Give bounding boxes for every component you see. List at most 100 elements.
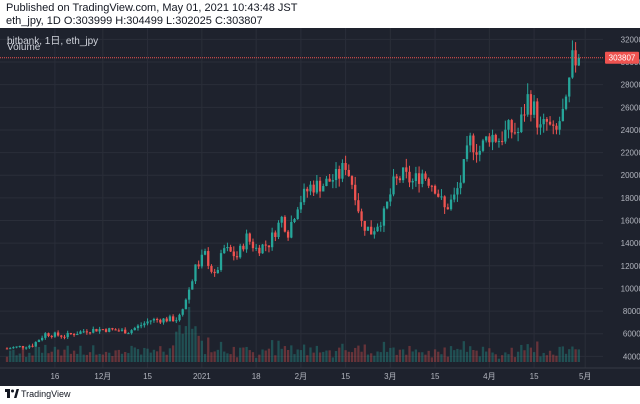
candle [207, 251, 210, 266]
volume-bar [245, 346, 248, 362]
candle [325, 178, 328, 186]
candle [203, 251, 207, 255]
volume-bar [216, 349, 219, 362]
candle [504, 129, 507, 142]
volume-bars [5, 307, 580, 362]
volume-bar [44, 344, 47, 362]
candle [363, 220, 366, 231]
y-tick-label: 120000 [621, 262, 640, 271]
volume-bar [488, 348, 491, 362]
x-tick-label: 12月 [94, 372, 111, 381]
volume-bar [159, 346, 162, 362]
chart-pane[interactable]: 40000 60000 80000 100000 120000 140000 160000 1… [0, 28, 640, 386]
volume-bar [140, 354, 143, 362]
candle [516, 132, 520, 134]
candle [478, 150, 481, 155]
candle [548, 121, 552, 125]
candle [88, 332, 92, 334]
volume-bar [338, 347, 341, 362]
volume-bar [95, 354, 98, 362]
brand-label: TradingView [21, 389, 71, 399]
volume-bar [283, 346, 287, 362]
volume-bar [127, 353, 130, 362]
candle [577, 57, 580, 66]
volume-bar [456, 348, 459, 362]
y-tick-label: 220000 [621, 149, 640, 158]
candle [258, 247, 261, 254]
candle [354, 184, 357, 201]
candle [15, 346, 18, 348]
candle [111, 328, 114, 330]
volume-bar [219, 341, 223, 362]
candle [124, 329, 127, 334]
candle [437, 193, 440, 197]
ohlc-summary: eth_jpy, 1D O:303999 H:304499 L:302025 C… [6, 15, 263, 27]
volume-bar [85, 354, 89, 362]
last-price-label: 303807 [609, 54, 636, 63]
footer: TradingView [0, 386, 640, 404]
volume-bar [124, 351, 127, 362]
volume-bar [571, 346, 574, 362]
candle [334, 168, 338, 181]
candle [331, 180, 334, 182]
candle [389, 194, 392, 202]
volume-bar [178, 325, 181, 362]
candle [92, 328, 95, 333]
volume-bar [28, 352, 31, 362]
volume-bar [200, 340, 204, 362]
candle [63, 336, 66, 338]
x-tick-label: 15 [431, 372, 440, 381]
candle [79, 331, 82, 334]
volume-bar [18, 353, 21, 362]
volume-bar [12, 349, 15, 362]
candle [360, 211, 363, 221]
volume-bar [542, 352, 545, 362]
candle [574, 50, 577, 66]
candle [104, 329, 108, 332]
volume-bar [360, 351, 363, 362]
candle [76, 333, 79, 336]
candle [443, 196, 446, 208]
volume-bar [242, 347, 245, 362]
candle [318, 180, 322, 192]
candle [446, 207, 449, 210]
volume-bar [117, 349, 120, 362]
candle [500, 141, 504, 143]
candle [513, 132, 517, 134]
candle [159, 319, 162, 323]
publish-info: Published on TradingView.com, May 01, 20… [6, 2, 298, 14]
x-tick-label: 5月 [579, 372, 591, 381]
volume-bar [152, 349, 156, 362]
candle [184, 299, 188, 310]
candle [494, 134, 497, 142]
candle [398, 178, 402, 181]
volume-bar [574, 349, 577, 362]
candle [485, 136, 488, 141]
candle [366, 226, 370, 231]
volume-bar [82, 354, 85, 362]
volume-bar [465, 351, 469, 362]
y-tick-label: 240000 [621, 126, 640, 135]
volume-bar [462, 341, 465, 362]
volume-bar [389, 347, 392, 362]
volume-bar [382, 341, 386, 362]
price-chart[interactable]: 40000 60000 80000 100000 120000 140000 160000 1… [0, 28, 640, 386]
candle [155, 319, 159, 321]
candle [47, 333, 50, 336]
candle [347, 169, 350, 177]
volume-bar [411, 351, 414, 362]
volume-bar [31, 355, 34, 362]
tradingview-logo[interactable]: TradingView [5, 389, 71, 399]
volume-bar [213, 351, 216, 362]
candle [251, 241, 255, 249]
volume-bar [60, 355, 63, 362]
volume-bar [513, 357, 517, 362]
x-tick-label: 4月 [483, 372, 495, 381]
candle [558, 121, 561, 130]
volume-bar [63, 349, 66, 362]
last-price-line: 303807 [0, 51, 639, 64]
candle [162, 318, 165, 323]
time-axis: 16 12月 15 2021 18 2月 15 3月 15 4月 15 5月 [0, 367, 640, 381]
volume-bar [15, 355, 18, 362]
candle [66, 332, 69, 338]
